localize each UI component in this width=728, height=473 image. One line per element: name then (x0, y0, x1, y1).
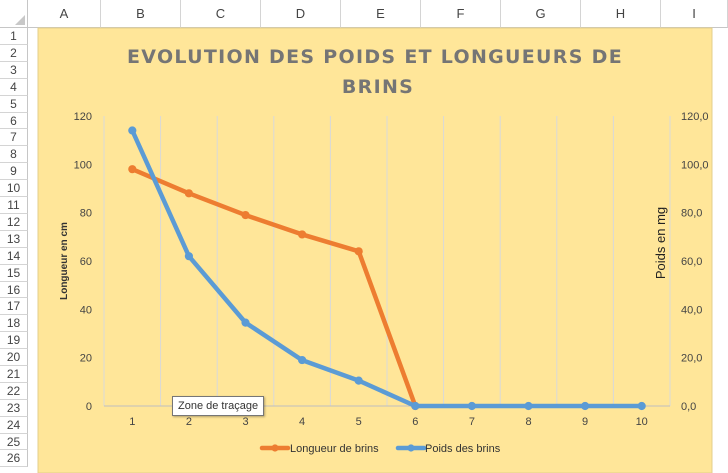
row-header[interactable]: 5 (0, 96, 28, 113)
row-header[interactable]: 19 (0, 332, 28, 349)
row-header[interactable]: 23 (0, 400, 28, 417)
data-point[interactable] (524, 401, 533, 411)
row-header[interactable]: 6 (0, 113, 28, 129)
row-header[interactable]: 25 (0, 434, 28, 450)
y-left-tick-label: 80 (80, 208, 92, 220)
row-header[interactable]: 17 (0, 298, 28, 315)
y-right-tick-label: 100,0 (681, 159, 709, 171)
legend-swatch-marker (407, 444, 415, 452)
y-left-tick-label: 20 (80, 353, 92, 365)
series-1[interactable] (128, 165, 420, 411)
column-header[interactable]: E (341, 0, 421, 28)
row-header[interactable]: 22 (0, 383, 28, 400)
column-header[interactable]: I (661, 0, 728, 28)
data-point[interactable] (128, 126, 137, 135)
row-header[interactable]: 4 (0, 79, 28, 96)
x-tick-label: 7 (469, 416, 475, 428)
y-left-tick-label: 100 (74, 159, 92, 171)
row-header[interactable]: 26 (0, 450, 28, 467)
legend-item[interactable]: Longueur de brins (259, 443, 379, 455)
y-right-tick-labels: 0,0 20,0 40,0 60,0 80,0 100,0 120,0 (681, 111, 709, 413)
y-left-tick-label: 0 (86, 401, 92, 413)
x-tick-label: 9 (582, 416, 588, 428)
legend-item[interactable]: Poids des brins (395, 443, 501, 455)
row-header[interactable]: 8 (0, 146, 28, 163)
row-header[interactable]: 24 (0, 417, 28, 434)
row-header[interactable]: 20 (0, 349, 28, 366)
x-tick-label: 3 (242, 416, 248, 428)
series-line[interactable] (130, 128, 644, 409)
row-header[interactable]: 15 (0, 265, 28, 282)
legend-swatch-marker (271, 444, 279, 452)
x-tick-label: 1 (129, 416, 135, 428)
data-point[interactable] (411, 401, 420, 411)
y-right-axis-title[interactable]: Poids en mg (653, 207, 668, 279)
series-line[interactable] (130, 166, 418, 409)
legend-label: Longueur de brins (290, 443, 379, 455)
column-header[interactable]: B (101, 0, 181, 28)
data-point[interactable] (128, 165, 137, 174)
data-point[interactable] (241, 318, 250, 327)
x-tick-labels: 1 2 3 4 5 6 7 8 9 10 (129, 416, 648, 428)
y-right-tick-label: 40,0 (681, 304, 702, 316)
data-point[interactable] (298, 230, 307, 239)
plot-area-tooltip: Zone de traçage (172, 396, 265, 416)
data-point[interactable] (354, 247, 363, 256)
y-right-tick-label: 0,0 (681, 401, 696, 413)
row-header[interactable]: 7 (0, 129, 28, 146)
column-header[interactable]: G (501, 0, 581, 28)
data-point[interactable] (298, 355, 307, 365)
x-tick-label: 2 (186, 416, 192, 428)
row-header[interactable]: 18 (0, 315, 28, 332)
y-right-tick-label: 80,0 (681, 208, 702, 220)
row-header[interactable]: 10 (0, 180, 28, 197)
data-point[interactable] (467, 401, 476, 411)
data-point[interactable] (637, 401, 646, 411)
x-tick-label: 4 (299, 416, 305, 428)
select-all-corner[interactable] (0, 0, 28, 28)
x-tick-label: 8 (525, 416, 531, 428)
series-2[interactable] (128, 126, 646, 411)
series-group (128, 126, 646, 411)
column-header[interactable]: H (581, 0, 661, 28)
row-header[interactable]: 13 (0, 231, 28, 248)
data-point[interactable] (354, 376, 363, 385)
row-header[interactable]: 16 (0, 282, 28, 298)
legend[interactable]: Longueur de brins Poids des brins (259, 443, 501, 455)
row-header[interactable]: 2 (0, 45, 28, 62)
x-tick-label: 6 (412, 416, 418, 428)
row-header[interactable]: 11 (0, 197, 28, 214)
row-header[interactable]: 12 (0, 214, 28, 231)
y-left-axis-title[interactable]: Longueur en cm (59, 222, 70, 300)
data-point[interactable] (184, 189, 193, 198)
x-tick-label: 5 (356, 416, 362, 428)
y-left-tick-labels: 0 20 40 60 80 100 120 (74, 111, 92, 413)
y-left-tick-label: 120 (74, 111, 92, 123)
y-right-tick-label: 120,0 (681, 111, 709, 123)
column-header[interactable]: A (28, 0, 101, 28)
chart-title-line2[interactable]: BRINS (342, 76, 414, 98)
x-tick-label: 10 (636, 416, 648, 428)
y-left-tick-label: 40 (80, 304, 92, 316)
row-header[interactable]: 14 (0, 248, 28, 265)
row-header[interactable]: 1 (0, 28, 28, 45)
row-header[interactable]: 3 (0, 62, 28, 79)
y-left-tick-label: 60 (80, 256, 92, 268)
y-right-tick-label: 60,0 (681, 256, 702, 268)
row-header[interactable]: 9 (0, 163, 28, 180)
chart-title-line1[interactable]: EVOLUTION DES POIDS ET LONGUEURS DE (127, 46, 623, 68)
data-point[interactable] (581, 401, 590, 411)
gridlines (103, 116, 671, 406)
y-right-tick-label: 20,0 (681, 353, 702, 365)
column-header[interactable]: C (181, 0, 261, 28)
row-header[interactable]: 21 (0, 366, 28, 383)
data-point[interactable] (241, 210, 250, 220)
chart-area[interactable] (37, 27, 713, 473)
data-point[interactable] (184, 252, 193, 261)
legend-label: Poids des brins (425, 443, 501, 455)
